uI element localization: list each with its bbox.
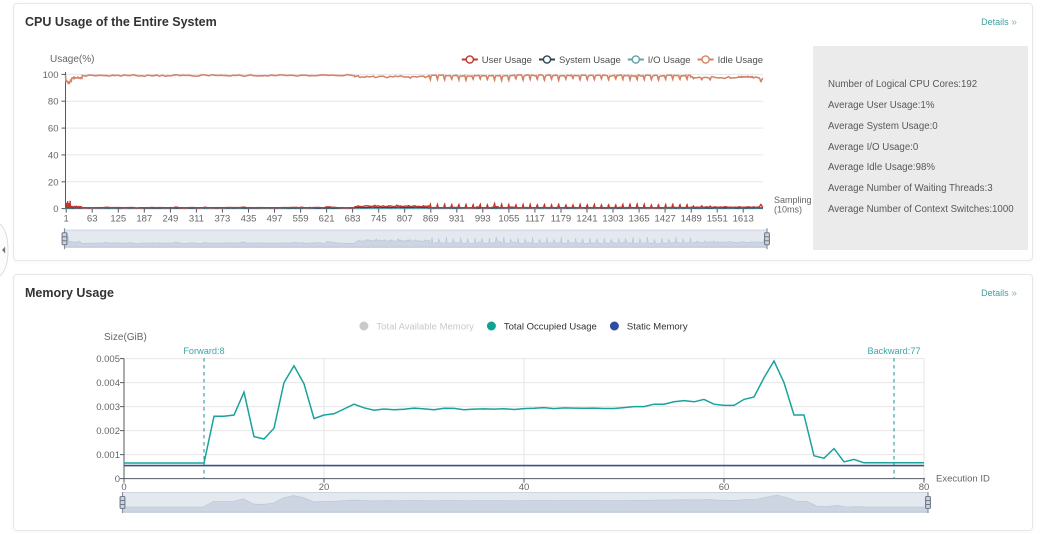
svg-text:0.004: 0.004 bbox=[96, 378, 120, 389]
svg-text:Execution ID: Execution ID bbox=[936, 474, 990, 485]
svg-text:373: 373 bbox=[214, 214, 230, 225]
svg-text:0.001: 0.001 bbox=[96, 450, 120, 461]
svg-text:Usage(%): Usage(%) bbox=[50, 54, 94, 65]
svg-text:1: 1 bbox=[64, 214, 69, 225]
svg-text:20: 20 bbox=[48, 177, 59, 188]
svg-text:Total Occupied Usage: Total Occupied Usage bbox=[504, 321, 597, 332]
svg-text:I/O Usage: I/O Usage bbox=[648, 55, 691, 66]
svg-text:559: 559 bbox=[293, 214, 309, 225]
svg-text:1241: 1241 bbox=[576, 214, 597, 225]
svg-text:125: 125 bbox=[110, 214, 126, 225]
svg-text:User Usage: User Usage bbox=[482, 55, 532, 66]
svg-text:40: 40 bbox=[519, 482, 530, 493]
svg-text:80: 80 bbox=[48, 97, 59, 108]
svg-text:1613: 1613 bbox=[733, 214, 754, 225]
svg-text:40: 40 bbox=[48, 150, 59, 161]
svg-text:807: 807 bbox=[397, 214, 413, 225]
svg-text:621: 621 bbox=[319, 214, 335, 225]
svg-text:Size(GiB): Size(GiB) bbox=[104, 332, 147, 343]
svg-text:311: 311 bbox=[189, 214, 204, 225]
svg-text:60: 60 bbox=[48, 124, 59, 135]
svg-text:993: 993 bbox=[475, 214, 491, 225]
svg-text:(10ms): (10ms) bbox=[774, 205, 802, 215]
svg-text:Static Memory: Static Memory bbox=[627, 321, 688, 332]
svg-text:0.002: 0.002 bbox=[96, 426, 120, 437]
svg-text:20: 20 bbox=[319, 482, 330, 493]
svg-text:1427: 1427 bbox=[655, 214, 676, 225]
svg-text:1365: 1365 bbox=[629, 214, 650, 225]
svg-text:683: 683 bbox=[345, 214, 361, 225]
svg-text:745: 745 bbox=[371, 214, 387, 225]
svg-text:1303: 1303 bbox=[602, 214, 623, 225]
svg-text:931: 931 bbox=[449, 214, 465, 225]
svg-text:Idle Usage: Idle Usage bbox=[718, 55, 763, 66]
svg-text:Sampling: Sampling bbox=[774, 195, 812, 205]
svg-text:1179: 1179 bbox=[551, 214, 571, 225]
svg-text:435: 435 bbox=[241, 214, 257, 225]
svg-text:100: 100 bbox=[43, 70, 59, 81]
svg-text:80: 80 bbox=[919, 482, 930, 493]
svg-text:0: 0 bbox=[115, 474, 120, 485]
svg-text:1551: 1551 bbox=[707, 214, 728, 225]
svg-text:Forward:8: Forward:8 bbox=[183, 346, 224, 356]
svg-text:0: 0 bbox=[121, 482, 126, 493]
svg-text:249: 249 bbox=[162, 214, 178, 225]
svg-text:60: 60 bbox=[719, 482, 730, 493]
svg-text:Total Available Memory: Total Available Memory bbox=[376, 321, 474, 332]
svg-text:869: 869 bbox=[423, 214, 439, 225]
svg-text:1055: 1055 bbox=[498, 214, 519, 225]
svg-text:1489: 1489 bbox=[681, 214, 702, 225]
svg-text:1117: 1117 bbox=[525, 214, 545, 225]
svg-text:0: 0 bbox=[53, 204, 58, 215]
svg-text:0.003: 0.003 bbox=[96, 402, 120, 413]
svg-text:Backward:77: Backward:77 bbox=[867, 346, 920, 356]
svg-text:0.005: 0.005 bbox=[96, 354, 120, 365]
svg-text:497: 497 bbox=[267, 214, 283, 225]
svg-text:System Usage: System Usage bbox=[559, 55, 621, 66]
svg-text:187: 187 bbox=[136, 214, 152, 225]
svg-text:63: 63 bbox=[87, 214, 98, 225]
